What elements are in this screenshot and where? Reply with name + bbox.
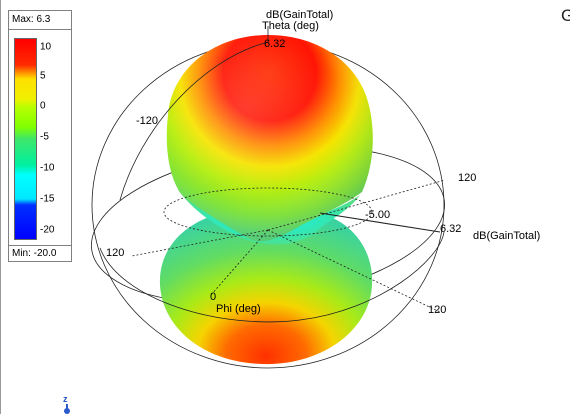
gain-axis-max-value: 6.32 [440,223,462,235]
legend-max-label: Max: 6.3 [12,14,51,25]
z-axis-arrow [66,404,68,411]
color-legend: Max: 6.3 10 5 0 -5 -10 -15 -20 Min: -20.… [8,10,72,262]
viewport-left-border [0,0,1,414]
lower-lobe [159,210,373,365]
legend-tick: -10 [40,162,55,174]
legend-tick: 0 [40,100,46,112]
phi-axis-label: Phi (deg) [216,303,261,315]
angle-label-120-right-upper: 120 [458,172,477,184]
z-axis-label: z [63,394,68,404]
angle-label-120-left: 120 [106,247,125,259]
gain-axis-line [319,212,441,233]
meridian-arc [119,41,269,201]
clipped-title-glyph: G [561,6,570,25]
z-axis-triad[interactable]: z [63,394,73,414]
z-axis-origin [64,408,70,414]
phi-120-upper-guide [267,179,446,231]
upper-lobe-shading [166,35,373,242]
quantity-title: dB(GainTotal) [266,9,334,21]
legend-color-bar [14,38,37,240]
gain-axis-label: dB(GainTotal) [473,230,541,242]
legend-tick: -20 [40,224,55,236]
minus5-ring [163,187,373,237]
legend-tick: 10 [40,41,52,53]
pattern-null-region [178,190,360,245]
theta-axis-label: Theta (deg) [262,20,319,32]
gain-ring-value: -5.00 [365,209,391,221]
legend-min-label: Min: -20.0 [12,248,57,259]
max-gain-value: 6.32 [264,38,286,50]
legend-tick: -15 [40,193,55,205]
phi-0-guide [209,229,269,297]
legend-tick: 5 [40,70,46,82]
angle-label-minus120: -120 [136,115,159,127]
legend-tick: -5 [40,131,49,143]
wireframe-front [99,26,446,323]
legend-divider-top [9,29,71,30]
phi-120-left-guide [131,229,269,257]
legend-divider-bottom [9,245,71,246]
front-circle-arc [99,231,445,323]
phi-zero-label: 0 [210,291,217,303]
angle-label-120-right-lower: 120 [428,304,447,316]
